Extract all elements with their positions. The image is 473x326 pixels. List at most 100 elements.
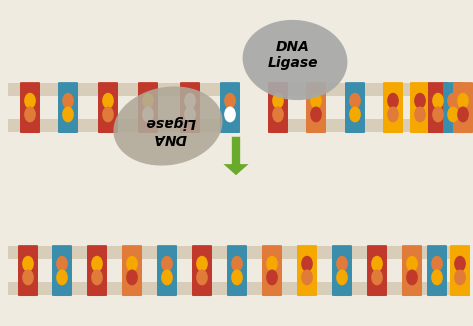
Ellipse shape — [414, 93, 426, 109]
FancyBboxPatch shape — [427, 270, 447, 296]
FancyBboxPatch shape — [453, 107, 473, 133]
Ellipse shape — [91, 270, 103, 285]
Ellipse shape — [349, 93, 361, 109]
FancyBboxPatch shape — [367, 270, 387, 296]
Ellipse shape — [62, 107, 74, 122]
Bar — [8, 83, 238, 96]
Ellipse shape — [457, 93, 469, 109]
FancyBboxPatch shape — [138, 82, 158, 109]
FancyBboxPatch shape — [427, 245, 447, 272]
FancyBboxPatch shape — [192, 245, 212, 272]
FancyBboxPatch shape — [52, 270, 72, 296]
Ellipse shape — [387, 93, 399, 109]
FancyBboxPatch shape — [450, 245, 470, 272]
FancyBboxPatch shape — [297, 270, 317, 296]
Ellipse shape — [142, 93, 154, 109]
FancyBboxPatch shape — [383, 82, 403, 109]
Ellipse shape — [231, 270, 243, 285]
FancyBboxPatch shape — [332, 245, 352, 272]
FancyBboxPatch shape — [180, 82, 200, 109]
FancyBboxPatch shape — [306, 82, 326, 109]
Ellipse shape — [431, 256, 443, 272]
Ellipse shape — [432, 107, 444, 122]
Ellipse shape — [243, 20, 347, 100]
Ellipse shape — [272, 107, 284, 122]
Ellipse shape — [266, 256, 278, 272]
FancyBboxPatch shape — [98, 82, 118, 109]
Text: DNA
Ligase: DNA Ligase — [268, 40, 318, 70]
Ellipse shape — [24, 93, 36, 109]
Bar — [268, 83, 465, 96]
Ellipse shape — [102, 107, 114, 122]
Ellipse shape — [387, 107, 399, 122]
Ellipse shape — [22, 256, 34, 272]
Ellipse shape — [447, 93, 459, 109]
Ellipse shape — [184, 107, 196, 122]
Bar — [8, 119, 238, 132]
Ellipse shape — [126, 256, 138, 272]
Ellipse shape — [336, 270, 348, 285]
FancyBboxPatch shape — [402, 245, 422, 272]
FancyBboxPatch shape — [428, 82, 448, 109]
Ellipse shape — [62, 93, 74, 109]
FancyBboxPatch shape — [306, 107, 326, 133]
Ellipse shape — [56, 270, 68, 285]
FancyBboxPatch shape — [220, 107, 240, 133]
Ellipse shape — [184, 93, 196, 109]
Ellipse shape — [196, 270, 208, 285]
FancyBboxPatch shape — [98, 107, 118, 133]
Ellipse shape — [432, 93, 444, 109]
Ellipse shape — [114, 86, 223, 166]
FancyBboxPatch shape — [443, 107, 463, 133]
Ellipse shape — [224, 107, 236, 122]
FancyBboxPatch shape — [428, 107, 448, 133]
Ellipse shape — [224, 93, 236, 109]
FancyBboxPatch shape — [52, 245, 72, 272]
Ellipse shape — [24, 107, 36, 122]
FancyBboxPatch shape — [443, 82, 463, 109]
Ellipse shape — [91, 256, 103, 272]
FancyBboxPatch shape — [20, 107, 40, 133]
FancyBboxPatch shape — [220, 82, 240, 109]
FancyBboxPatch shape — [87, 270, 107, 296]
Ellipse shape — [371, 270, 383, 285]
Ellipse shape — [231, 256, 243, 272]
Ellipse shape — [447, 107, 459, 122]
FancyBboxPatch shape — [402, 270, 422, 296]
FancyBboxPatch shape — [122, 245, 142, 272]
FancyBboxPatch shape — [138, 107, 158, 133]
FancyBboxPatch shape — [227, 270, 247, 296]
Ellipse shape — [142, 107, 154, 122]
FancyBboxPatch shape — [180, 107, 200, 133]
FancyBboxPatch shape — [297, 245, 317, 272]
Ellipse shape — [349, 107, 361, 122]
FancyBboxPatch shape — [453, 82, 473, 109]
Ellipse shape — [272, 93, 284, 109]
FancyBboxPatch shape — [58, 82, 78, 109]
Ellipse shape — [406, 270, 418, 285]
Text: DNA
Ligase: DNA Ligase — [145, 115, 195, 145]
FancyBboxPatch shape — [87, 245, 107, 272]
FancyBboxPatch shape — [157, 245, 177, 272]
Ellipse shape — [196, 256, 208, 272]
FancyBboxPatch shape — [268, 82, 288, 109]
Bar — [8, 246, 465, 259]
Ellipse shape — [310, 93, 322, 109]
Ellipse shape — [457, 107, 469, 122]
Ellipse shape — [301, 270, 313, 285]
Bar — [8, 282, 465, 295]
FancyBboxPatch shape — [262, 245, 282, 272]
FancyBboxPatch shape — [18, 270, 38, 296]
Ellipse shape — [126, 270, 138, 285]
Ellipse shape — [161, 256, 173, 272]
Ellipse shape — [310, 107, 322, 122]
FancyBboxPatch shape — [345, 107, 365, 133]
Bar — [268, 119, 465, 132]
Ellipse shape — [161, 270, 173, 285]
Ellipse shape — [371, 256, 383, 272]
FancyBboxPatch shape — [332, 270, 352, 296]
FancyBboxPatch shape — [192, 270, 212, 296]
Ellipse shape — [336, 256, 348, 272]
FancyBboxPatch shape — [227, 245, 247, 272]
FancyBboxPatch shape — [18, 245, 38, 272]
